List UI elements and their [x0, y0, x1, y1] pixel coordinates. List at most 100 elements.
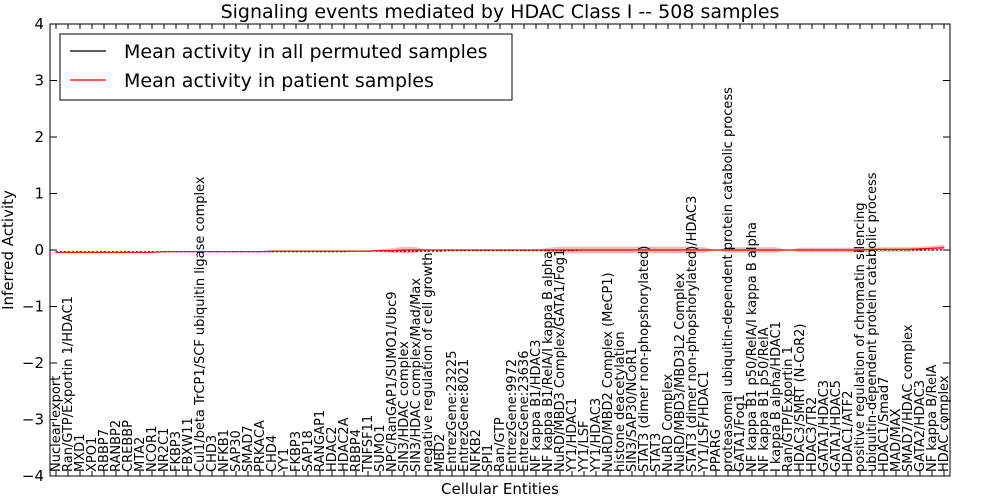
- y-tick-label: 3: [34, 72, 44, 90]
- patient-point: [871, 248, 873, 251]
- permuted-point: [415, 250, 417, 252]
- category-label: HDAC1/Smad7: [877, 377, 892, 472]
- category-label: STAT3 (dimer non-phopshorylated): [637, 246, 652, 472]
- patient-point: [139, 251, 141, 253]
- patient-point: [835, 249, 837, 251]
- category-label: NF kappa B1 p50/RelA/I kappa B alpha: [745, 222, 760, 472]
- category-label: YY1/HDAC1: [565, 398, 580, 473]
- patient-point: [355, 250, 357, 252]
- patient-point: [115, 251, 117, 253]
- patient-point: [103, 251, 105, 253]
- legend-label-patient: Mean activity in patient samples: [124, 70, 434, 92]
- plot-frame: [49, 23, 951, 477]
- patient-point: [691, 249, 693, 251]
- patient-point: [559, 249, 561, 251]
- category-label: I kappa B alpha/HDAC1: [769, 321, 784, 472]
- patient-point: [523, 249, 525, 251]
- patient-point: [475, 249, 477, 251]
- patient-point: [571, 249, 573, 251]
- patient-point: [295, 250, 297, 252]
- y-tick-label: −2: [22, 354, 44, 372]
- legend: Mean activity in all permuted samples Me…: [59, 33, 513, 101]
- patient-point: [367, 250, 369, 252]
- category-label: NuRD/MBD3/MBD3L2 Complex: [673, 272, 688, 472]
- category-label: GATA1/HDAC3: [817, 380, 832, 472]
- category-label: SMAD7: [241, 425, 256, 472]
- category-label: proteasomal ubiquitin-dependent protein …: [721, 87, 736, 472]
- category-label: FKBP3: [169, 431, 184, 472]
- patient-point: [667, 249, 669, 251]
- patient-point: [235, 251, 237, 253]
- patient-point: [319, 250, 321, 252]
- patient-point: [931, 247, 933, 249]
- category-label: Cul1/beta TrCP1/SCF ubiquitin ligase com…: [193, 176, 208, 472]
- category-label: negative regulation of cell growth: [421, 252, 436, 472]
- category-label: SIN3/HDAC complex/Mad/Max: [409, 278, 424, 472]
- category-label: SAP18: [301, 430, 316, 472]
- category-label: EntrezGene:23636: [517, 351, 532, 472]
- patient-point: [727, 249, 729, 251]
- category-label: RBBP4: [349, 429, 364, 472]
- patient-point: [391, 249, 393, 252]
- patient-point: [619, 249, 621, 251]
- category-label: NFKB2: [469, 429, 484, 472]
- patient-point: [823, 249, 825, 251]
- patient-point: [307, 250, 309, 252]
- patient-point: [91, 251, 93, 253]
- category-label: NR2C1: [157, 428, 172, 472]
- patient-point: [943, 247, 945, 249]
- patient-point: [79, 251, 81, 253]
- patient-point: [595, 249, 597, 251]
- patient-point: [535, 249, 537, 251]
- patient-point: [703, 249, 705, 251]
- category-label: GATA2/HDAC3: [913, 380, 928, 472]
- patient-point: [151, 251, 153, 253]
- patient-point: [607, 249, 609, 251]
- category-label: Ran/GTP: [493, 417, 508, 472]
- category-label: SIN3/HDAC complex: [397, 341, 412, 472]
- category-label: PPARG: [709, 429, 724, 472]
- category-label: ubiquitin-dependent protein catabolic pr…: [865, 172, 880, 472]
- category-label: NF kappa B1/RelA/I kappa B alpha: [541, 251, 556, 472]
- y-tick-label: −4: [22, 467, 44, 485]
- category-label: NuRD/MBD2 Complex (MeCP1): [601, 272, 616, 472]
- patient-point: [211, 251, 213, 253]
- category-label: CREBBP: [121, 420, 136, 472]
- category-label: NuRD Complex: [661, 374, 676, 472]
- category-label: STAT3: [649, 433, 664, 472]
- category-label: NCOR1: [145, 426, 160, 472]
- patient-point: [895, 248, 897, 251]
- patient-point: [583, 249, 585, 251]
- patient-point: [655, 249, 657, 251]
- category-label: CHD3: [205, 435, 220, 472]
- patient-point: [379, 249, 381, 252]
- patient-point: [859, 249, 861, 251]
- category-label: SAP30: [229, 430, 244, 472]
- patient-point: [715, 249, 717, 251]
- patient-point: [199, 251, 201, 253]
- patient-point: [127, 251, 129, 253]
- patient-point: [439, 249, 441, 251]
- permuted-point: [931, 249, 933, 251]
- category-label: histone deacetylation: [613, 331, 628, 472]
- category-label: YY1/HDAC3: [589, 398, 604, 473]
- patient-point: [55, 251, 57, 253]
- category-label: SPI1: [481, 444, 496, 472]
- category-label: MAD/MAX: [889, 408, 904, 472]
- patient-point: [451, 249, 453, 251]
- y-axis-label: Inferred Activity: [0, 190, 17, 310]
- permuted-point: [943, 249, 945, 251]
- y-tick-label: −3: [22, 411, 44, 429]
- category-label: SIN3/SAP30/NCoR1: [625, 347, 640, 472]
- legend-box: [59, 33, 513, 101]
- category-label: HDAC complex: [937, 375, 952, 472]
- patient-point: [499, 249, 501, 251]
- patient-point: [763, 249, 765, 251]
- x-axis-ticks: [55, 24, 945, 476]
- category-label: CHD4: [265, 435, 280, 472]
- patient-point: [799, 249, 801, 251]
- patient-point: [223, 251, 225, 253]
- x-axis-label: Cellular Entities: [441, 480, 559, 498]
